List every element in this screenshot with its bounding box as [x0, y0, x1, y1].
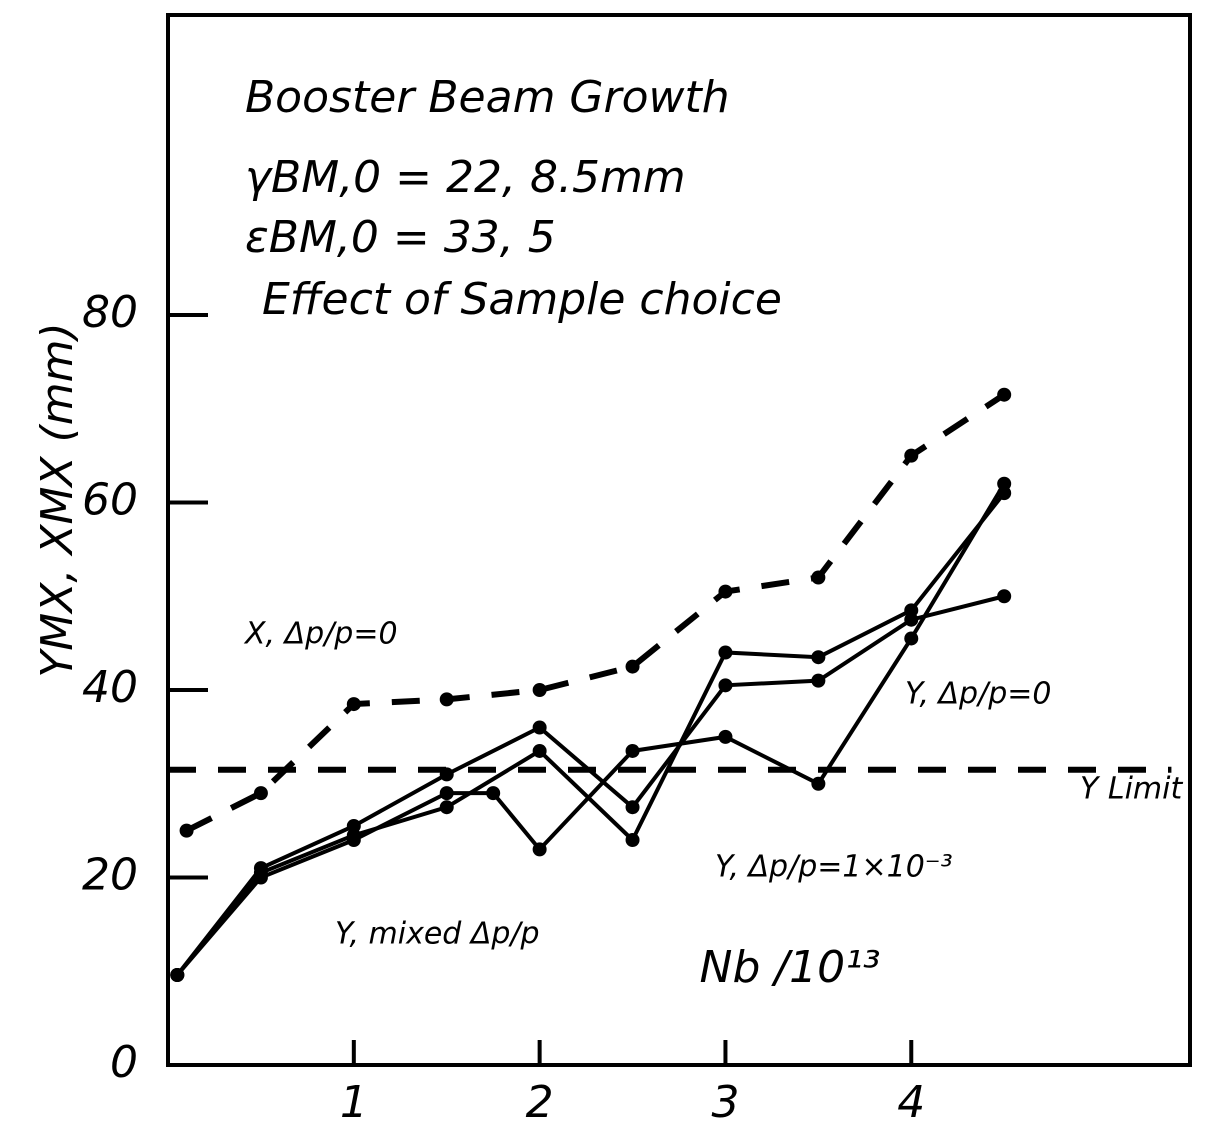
point: [533, 721, 547, 735]
point: [811, 650, 825, 664]
point: [440, 786, 454, 800]
chart-title: Booster Beam Growth: [245, 72, 730, 123]
series-label: Y Limit: [1080, 772, 1183, 807]
point: [254, 871, 268, 885]
point: [486, 786, 500, 800]
point: [718, 730, 732, 744]
x-tick-label: 1: [340, 1077, 368, 1128]
y-tick-label: 60: [82, 475, 138, 526]
series-label: Y, Δp/p=0: [905, 677, 1051, 712]
point: [997, 589, 1011, 603]
series-line: [187, 395, 1005, 831]
series-line: [177, 484, 1004, 975]
point: [997, 388, 1011, 402]
y-tick-label: 20: [82, 850, 138, 901]
point: [180, 824, 194, 838]
point: [904, 631, 918, 645]
point: [718, 646, 732, 660]
y-tick-label: 40: [82, 662, 138, 713]
x-tick-label: 3: [711, 1077, 739, 1128]
point: [626, 660, 640, 674]
point: [626, 800, 640, 814]
point: [718, 678, 732, 692]
point: [533, 842, 547, 856]
point: [811, 571, 825, 585]
point: [170, 968, 184, 982]
x-tick-label: 4: [897, 1077, 925, 1128]
point: [440, 692, 454, 706]
series-line: [177, 493, 1004, 975]
y-tick-label: 80: [82, 287, 138, 338]
point: [347, 697, 361, 711]
annotation: Effect of Sample choice: [262, 274, 782, 325]
point: [254, 786, 268, 800]
point: [347, 833, 361, 847]
point: [533, 744, 547, 758]
x-axis-label: Nb /10¹³: [700, 942, 881, 993]
series-label: Y, Δp/p=1×10⁻³: [715, 850, 953, 885]
point: [811, 674, 825, 688]
annotation: εBM,0 = 33, 5: [245, 212, 556, 263]
series-label: Y, mixed Δp/p: [335, 917, 540, 952]
x-tick-label: 2: [526, 1077, 554, 1128]
point: [626, 744, 640, 758]
point: [904, 603, 918, 617]
annotation: γBM,0 = 22, 8.5mm: [245, 152, 686, 203]
point: [718, 585, 732, 599]
y-tick-label: 0: [110, 1037, 138, 1088]
point: [440, 800, 454, 814]
y-axis-label: YMX, XMX (mm): [32, 322, 83, 677]
series-line: [177, 596, 1004, 975]
point: [811, 777, 825, 791]
point: [997, 477, 1011, 491]
point: [626, 833, 640, 847]
point: [904, 449, 918, 463]
point: [533, 683, 547, 697]
chart: Booster Beam Growth γBM,0 = 22, 8.5mm εB…: [0, 0, 1211, 1136]
series-label: X, Δp/p=0: [243, 617, 398, 652]
